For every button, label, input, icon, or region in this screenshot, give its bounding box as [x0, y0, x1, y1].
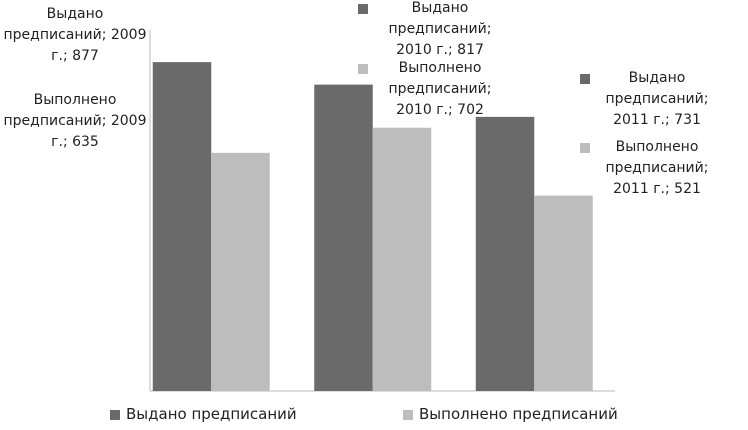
bar	[475, 116, 535, 391]
label-marker	[358, 4, 368, 14]
bar	[372, 127, 432, 391]
legend-marker	[403, 410, 413, 420]
label-marker	[580, 74, 590, 84]
bar	[534, 195, 593, 391]
label-marker	[358, 64, 368, 74]
data-label: Выполнено предписаний; 2011 г.; 521	[605, 139, 709, 197]
legend-label: Выполнено предписаний	[419, 405, 618, 423]
data-label: Выдано предписаний; 2011 г.; 731	[605, 70, 709, 128]
bar	[152, 62, 212, 391]
legend-label: Выдано предписаний	[126, 405, 297, 423]
data-label: Выполнено предписаний; 2009 г.; 635	[3, 92, 147, 150]
data-label: Выдано предписаний; 2010 г.; 817	[388, 0, 492, 58]
label-marker	[580, 143, 590, 153]
bar	[314, 84, 373, 391]
legend-marker	[110, 410, 120, 420]
data-label: Выполнено предписаний; 2010 г.; 702	[388, 60, 492, 118]
bar	[211, 152, 270, 391]
data-label: Выдано предписаний; 2009 г.; 877	[3, 6, 147, 64]
